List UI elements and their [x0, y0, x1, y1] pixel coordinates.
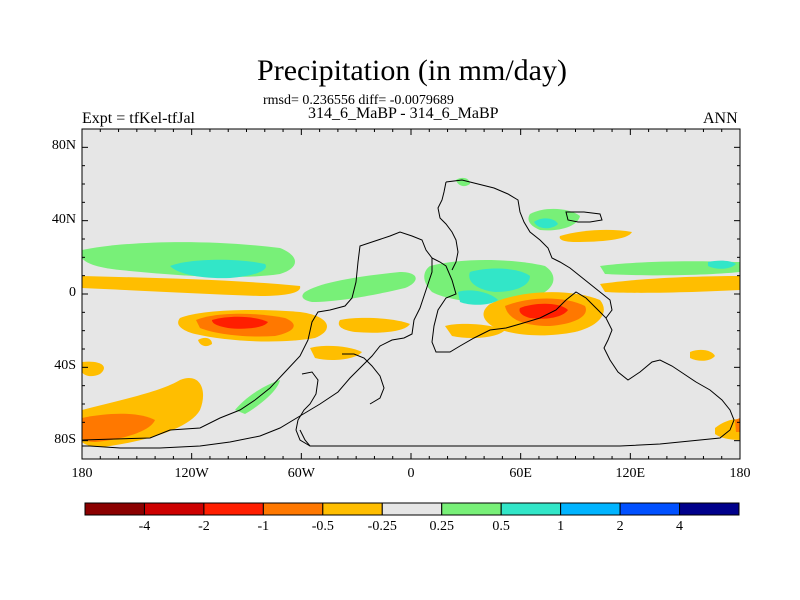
- contour-region: [82, 361, 104, 377]
- lon-tick-label: 120W: [174, 466, 209, 481]
- lon-tick-label: 0: [407, 466, 415, 481]
- stats-line: rmsd= 0.236556 diff= -0.0079689: [263, 93, 454, 108]
- experiment-label: Expt = tfKel-tfJal: [82, 110, 195, 127]
- colorbar-label: 4: [676, 519, 684, 534]
- colorbar-label: 0.25: [429, 519, 454, 534]
- contour-region: [445, 323, 505, 338]
- continent-outline-north: [437, 179, 613, 319]
- colorbar-label: -4: [138, 519, 151, 534]
- contour-region: [690, 349, 715, 361]
- lat-tick-label: 80N: [51, 138, 76, 154]
- colorbar-label: 0.5: [492, 519, 510, 534]
- colorbar-swatch: [203, 502, 264, 516]
- colorbar-swatch: [381, 502, 443, 516]
- colorbar-label: -1: [257, 519, 270, 534]
- lat-tick-label: 0: [69, 285, 76, 300]
- colorbar-swatch: [560, 502, 621, 516]
- lat-tick-label: 40S: [54, 358, 76, 374]
- lat-tick-label: 40N: [51, 211, 76, 227]
- contour-region: [302, 272, 416, 302]
- lon-tick-label: 180: [71, 466, 93, 481]
- colorbar-swatch: [262, 502, 324, 516]
- contour-region: [715, 419, 740, 440]
- colorbar-label: -2: [198, 519, 210, 534]
- contour-region: [735, 418, 740, 432]
- contour-region: [534, 218, 558, 229]
- contour-region: [559, 229, 632, 242]
- longitude-tick-marks: [81, 129, 741, 459]
- colorbar-swatch: [143, 502, 205, 516]
- contour-region: [600, 261, 740, 276]
- continent-outlines: [82, 179, 735, 449]
- colorbar-swatch: [619, 502, 681, 516]
- colorbar-swatch: [679, 502, 740, 516]
- lon-tick-label: 60E: [509, 466, 532, 481]
- colorbar-swatch: [322, 502, 383, 516]
- colorbar-swatch: [84, 502, 145, 516]
- contour-region: [170, 259, 266, 279]
- map-panel: [81, 128, 741, 460]
- contour-region: [82, 276, 301, 296]
- contour-region: [82, 413, 155, 442]
- contour-region: [198, 337, 212, 347]
- colorbar: [84, 502, 740, 516]
- contour-region: [212, 316, 268, 329]
- colorbar-label: -0.25: [367, 519, 397, 534]
- latitude-tick-marks: [82, 146, 740, 442]
- plot-subtitle: 314_6_MaBP - 314_6_MaBP: [308, 105, 499, 122]
- plot-title: Precipitation (in mm/day): [257, 54, 567, 87]
- contour-region: [458, 290, 498, 305]
- contour-region: [519, 303, 568, 319]
- contour-region: [338, 317, 410, 333]
- lat-tick-label: 80S: [54, 431, 76, 447]
- contour-region: [600, 276, 740, 293]
- colorbar-label: 1: [557, 519, 565, 534]
- precipitation-field: [82, 177, 740, 449]
- colorbar-label: 2: [616, 519, 624, 534]
- colorbar-label: -0.5: [311, 519, 334, 534]
- continent-outline-south: [295, 353, 385, 447]
- lon-tick-label: 60W: [287, 466, 315, 481]
- colorbar-swatch: [500, 502, 562, 516]
- colorbar-swatch: [441, 502, 502, 516]
- continent-outline-east: [299, 257, 735, 447]
- contour-region: [469, 268, 530, 292]
- season-label: ANN: [703, 110, 738, 127]
- lon-tick-label: 120E: [615, 466, 646, 481]
- contour-region: [310, 345, 362, 360]
- contour-region: [708, 260, 736, 269]
- lon-tick-label: 180: [729, 466, 751, 481]
